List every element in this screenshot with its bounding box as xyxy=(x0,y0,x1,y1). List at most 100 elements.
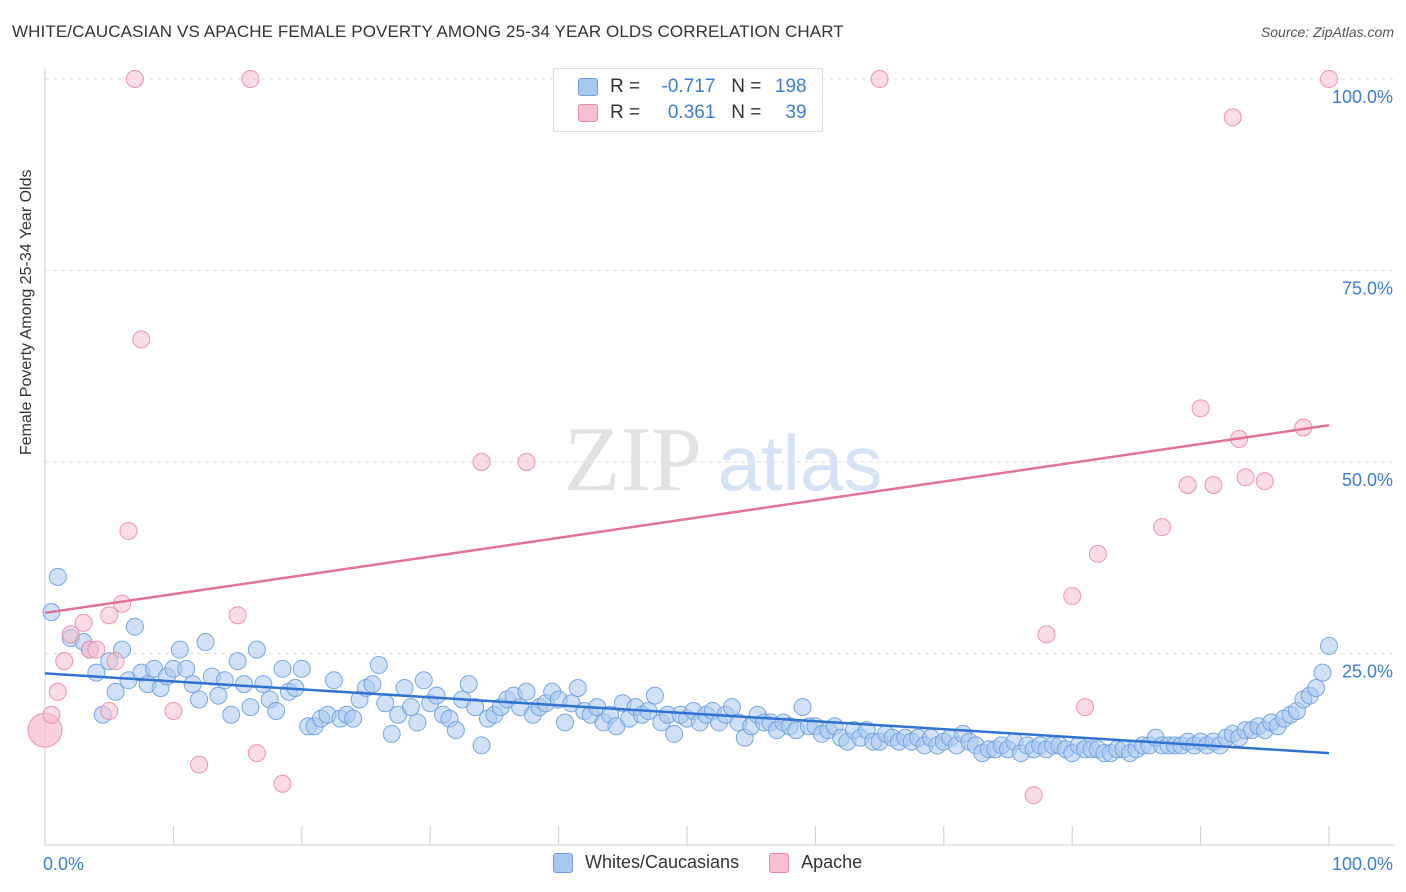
legend-r-label: R = xyxy=(610,76,641,97)
watermark-zip: ZIP xyxy=(564,408,702,510)
point-whites xyxy=(427,686,446,705)
point-whites xyxy=(215,671,234,690)
legend-n-value: 198 xyxy=(774,76,807,97)
point-apache xyxy=(1191,399,1210,418)
point-whites xyxy=(1307,678,1326,697)
point-whites xyxy=(344,709,363,728)
point-apache xyxy=(517,453,536,471)
point-whites xyxy=(48,567,67,586)
series-label-whites: Whites/Caucasians xyxy=(585,852,740,872)
x-tick-label: 100.0% xyxy=(1332,854,1393,874)
point-apache xyxy=(1178,475,1197,494)
point-apache xyxy=(164,701,183,720)
point-whites xyxy=(382,724,401,743)
point-whites xyxy=(665,724,684,743)
point-whites xyxy=(722,698,741,717)
legend-swatch-apache xyxy=(578,104,598,122)
point-whites xyxy=(408,713,427,732)
point-apache xyxy=(125,70,144,88)
point-apache xyxy=(61,625,80,644)
point-whites xyxy=(170,640,189,659)
source-credit: Source: ZipAtlas.com xyxy=(1260,24,1394,40)
point-whites xyxy=(556,713,575,732)
point-apache xyxy=(1024,786,1043,805)
point-apache xyxy=(106,652,125,671)
point-apache xyxy=(190,755,209,774)
point-apache xyxy=(42,705,61,724)
x-tick-label: 0.0% xyxy=(43,854,84,874)
point-whites xyxy=(196,633,215,652)
point-whites xyxy=(395,678,414,697)
point-apache xyxy=(48,682,67,701)
legend-r-label: R = xyxy=(610,102,641,123)
point-whites xyxy=(1320,636,1338,655)
point-whites xyxy=(222,705,241,724)
point-whites xyxy=(645,686,664,705)
point-whites xyxy=(235,675,254,694)
legend-n-label: N = xyxy=(731,102,762,123)
point-whites xyxy=(1313,663,1332,682)
watermark-atlas: atlas xyxy=(718,419,883,507)
point-apache xyxy=(1076,698,1095,717)
point-apache xyxy=(1223,108,1242,127)
point-apache xyxy=(1255,472,1274,491)
legend-row-whites: R = -0.717 N = 198 xyxy=(578,75,807,99)
point-apache xyxy=(132,330,151,349)
point-apache xyxy=(241,70,260,88)
tick-labels: 25.0% 50.0% 75.0% 100.0% 0.0% 100.0% xyxy=(43,87,1393,874)
point-whites xyxy=(568,678,587,697)
point-whites xyxy=(414,671,433,690)
correlation-legend: R = -0.717 N = 198 R = 0.361 N = 39 xyxy=(553,68,823,132)
y-tick-label: 25.0% xyxy=(1342,662,1393,682)
point-whites xyxy=(254,675,273,694)
point-whites xyxy=(793,698,812,717)
point-apache xyxy=(1204,475,1223,494)
point-apache xyxy=(247,744,266,763)
point-whites xyxy=(459,675,478,694)
point-whites xyxy=(106,682,125,701)
point-whites xyxy=(273,659,292,678)
y-tick-label: 75.0% xyxy=(1342,279,1393,299)
y-tick-label: 50.0% xyxy=(1342,470,1393,490)
y-axis-label: Female Poverty Among 25-34 Year Olds xyxy=(18,169,35,456)
legend-r-value: 0.361 xyxy=(667,102,716,123)
series-swatch-apache xyxy=(769,852,790,873)
data-points xyxy=(27,70,1338,805)
y-tick-label: 100.0% xyxy=(1332,87,1393,107)
series-legend-whites[interactable]: Whites/Caucasians xyxy=(553,852,739,873)
point-apache xyxy=(1037,625,1056,644)
point-whites xyxy=(363,675,382,694)
point-whites xyxy=(177,659,196,678)
legend-row-apache: R = 0.361 N = 39 xyxy=(578,101,807,125)
point-whites xyxy=(401,698,420,717)
trend-line-apache xyxy=(44,423,1330,615)
grid-lines xyxy=(45,78,1395,654)
point-whites xyxy=(369,655,388,674)
trend-line-whites xyxy=(44,672,1330,755)
point-whites xyxy=(324,671,343,690)
point-whites xyxy=(241,698,260,717)
series-label-apache: Apache xyxy=(801,852,863,872)
point-apache xyxy=(100,606,119,625)
point-whites xyxy=(517,682,536,701)
legend-swatch-whites xyxy=(578,78,598,96)
point-whites xyxy=(228,652,247,671)
point-whites xyxy=(472,736,491,755)
point-apache xyxy=(55,652,74,671)
trend-lines xyxy=(44,423,1330,755)
point-apache xyxy=(1236,468,1255,487)
point-apache xyxy=(74,613,93,632)
point-whites xyxy=(247,640,266,659)
series-legend-apache[interactable]: Apache xyxy=(769,852,862,873)
point-whites xyxy=(209,686,228,705)
point-apache xyxy=(273,774,292,793)
point-apache xyxy=(1088,544,1107,563)
point-apache xyxy=(87,640,106,659)
point-apache xyxy=(1320,70,1338,88)
point-whites xyxy=(125,617,144,636)
point-apache xyxy=(228,606,247,625)
point-whites xyxy=(267,701,286,720)
point-apache xyxy=(119,521,138,540)
legend-n-value: 39 xyxy=(785,102,807,123)
